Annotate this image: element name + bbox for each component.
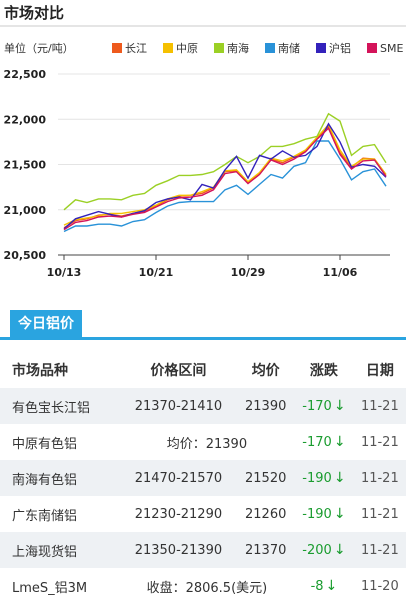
price-chart: 单位（元/吨） 20,500 21,000 21,500 22,000 22,500 10/… — [4, 41, 404, 279]
market-name[interactable]: 有色宝长江铝 — [0, 388, 120, 424]
market-name[interactable]: 广东南储铝 — [12, 508, 78, 524]
down-arrow-icon: ↓ — [333, 434, 346, 450]
header-range: 价格区间 — [150, 363, 207, 379]
legend-swatch — [112, 43, 122, 53]
change-value: -190 — [302, 507, 332, 522]
down-arrow-icon: ↓ — [333, 542, 346, 558]
avg-price: 21370 — [237, 532, 295, 568]
date-cell: 11-21 — [353, 460, 406, 496]
legend-label: 中原 — [176, 42, 198, 55]
avg-price: 21390 — [237, 388, 295, 424]
market-name[interactable]: 南海有色铝 — [0, 460, 120, 496]
date-cell: 11-21 — [360, 506, 399, 522]
header-change: 涨跌 — [309, 363, 338, 379]
change-cell: -190 ↓ — [294, 496, 353, 532]
down-arrow-icon: ↓ — [333, 470, 346, 486]
down-arrow-icon: ↓ — [325, 578, 338, 594]
y-tick-label: 22,500 — [4, 68, 47, 81]
price-range: 21370-21410 — [119, 388, 238, 424]
market-name[interactable]: LmeS_铝3M — [12, 580, 88, 596]
price-range: 21350-21390 — [119, 532, 238, 568]
y-tick-label: 21,500 — [4, 159, 47, 172]
change-value: -190 — [302, 471, 332, 486]
legend-swatch — [163, 43, 173, 53]
table-row: 广东南储铝 21230-21290 21260 -190 ↓ 11-21 — [0, 496, 406, 532]
series-line-南储 — [63, 140, 387, 233]
avg-price: 21260 — [245, 506, 287, 522]
merged-price: 收盘：2806.5(美元) — [146, 580, 268, 596]
legend-label: SME — [380, 42, 403, 55]
price-range: 21470-21570 — [119, 460, 238, 496]
header-avg: 均价 — [251, 363, 280, 379]
section-badge: 今日铝价 — [10, 310, 82, 338]
change-cell: -8 ↓ — [294, 568, 353, 604]
header-market: 市场品种 — [12, 363, 68, 379]
change-value: -170 — [302, 399, 332, 414]
table-row: 南海有色铝 21470-21570 21520 -190 ↓ 11-21 — [0, 460, 406, 496]
change-value: -200 — [302, 543, 332, 558]
legend-label: 长江 — [125, 42, 147, 55]
series-line-南海 — [63, 112, 387, 211]
price-table: 市场品种 价格区间 均价 涨跌 日期 有色宝长江铝 21370-21410 21… — [0, 352, 406, 604]
date-cell: 11-21 — [360, 434, 399, 450]
section-underline — [0, 337, 406, 340]
table-row: 中原有色铝 均价：21390 -170 ↓ 11-21 — [0, 424, 406, 460]
x-tick-label: 11/06 — [323, 266, 358, 279]
date-cell: 11-21 — [353, 388, 406, 424]
series-line-SME — [63, 127, 387, 231]
table-row: LmeS_铝3M 收盘：2806.5(美元) -8 ↓ 11-20 — [0, 568, 406, 604]
legend-label: 南储 — [278, 41, 300, 55]
legend-swatch — [265, 43, 275, 53]
date-cell: 11-21 — [353, 532, 406, 568]
x-tick-label: 10/13 — [47, 266, 82, 279]
change-cell: -190 ↓ — [294, 460, 354, 496]
price-range: 21230-21290 — [134, 506, 223, 522]
x-tick-label: 10/29 — [231, 266, 266, 279]
legend-label: 南海 — [227, 41, 249, 55]
down-arrow-icon: ↓ — [333, 506, 346, 522]
page-title: 市场对比 — [4, 4, 65, 22]
change-value: -8 — [310, 579, 324, 594]
merged-price: 均价：21390 — [166, 436, 248, 452]
title-divider — [0, 25, 406, 27]
change-cell: -170 ↓ — [294, 424, 353, 460]
table-row: 有色宝长江铝 21370-21410 21390 -170 ↓ 11-21 — [0, 388, 406, 424]
series-line-长江 — [63, 125, 387, 229]
market-name[interactable]: 上海现货铝 — [0, 532, 120, 568]
date-cell: 11-20 — [360, 578, 399, 594]
legend-swatch — [367, 43, 377, 53]
y-tick-label: 22,000 — [4, 113, 47, 126]
change-value: -170 — [302, 435, 332, 450]
change-cell: -200 ↓ — [294, 532, 354, 568]
y-tick-label: 21,000 — [4, 204, 47, 217]
y-tick-label: 20,500 — [4, 249, 47, 262]
table-row: 上海现货铝 21350-21390 21370 -200 ↓ 11-21 — [0, 532, 406, 568]
avg-price: 21520 — [237, 460, 295, 496]
change-cell: -170 ↓ — [294, 388, 354, 424]
legend-label: 沪铝 — [329, 41, 351, 55]
legend-swatch — [214, 43, 224, 53]
header-date: 日期 — [365, 363, 394, 379]
legend-swatch — [316, 43, 326, 53]
down-arrow-icon: ↓ — [333, 398, 346, 414]
x-tick-label: 10/21 — [139, 266, 174, 279]
market-name[interactable]: 中原有色铝 — [12, 436, 78, 452]
y-axis-label: 单位（元/吨） — [4, 41, 74, 55]
